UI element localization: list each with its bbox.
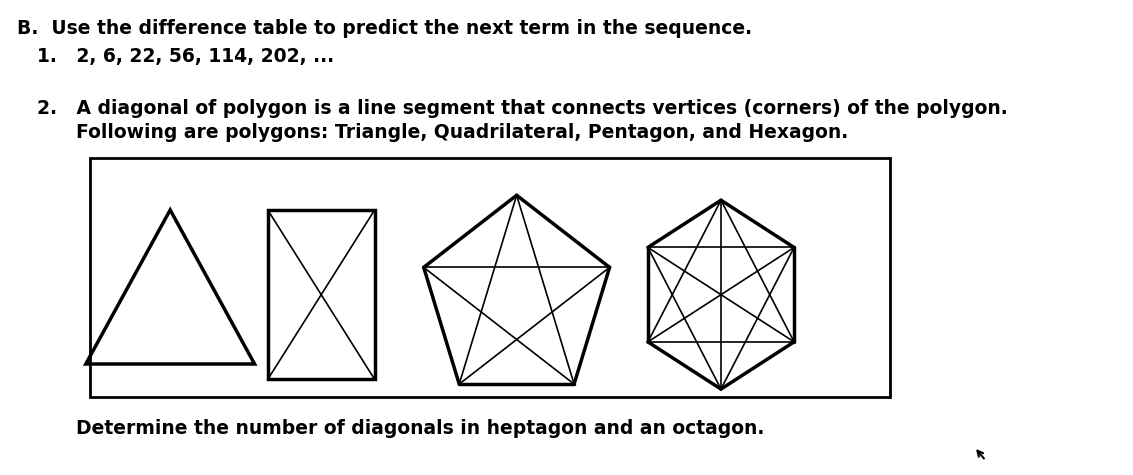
Bar bbox=[91, 159, 889, 397]
Text: Determine the number of diagonals in heptagon and an octagon.: Determine the number of diagonals in hep… bbox=[37, 419, 765, 438]
Text: 1.   2, 6, 22, 56, 114, 202, ...: 1. 2, 6, 22, 56, 114, 202, ... bbox=[37, 47, 334, 66]
Text: B.  Use the difference table to predict the next term in the sequence.: B. Use the difference table to predict t… bbox=[17, 19, 752, 38]
Text: Following are polygons: Triangle, Quadrilateral, Pentagon, and Hexagon.: Following are polygons: Triangle, Quadri… bbox=[37, 123, 849, 142]
Text: 2.   A diagonal of polygon is a line segment that connects vertices (corners) of: 2. A diagonal of polygon is a line segme… bbox=[37, 99, 1007, 118]
